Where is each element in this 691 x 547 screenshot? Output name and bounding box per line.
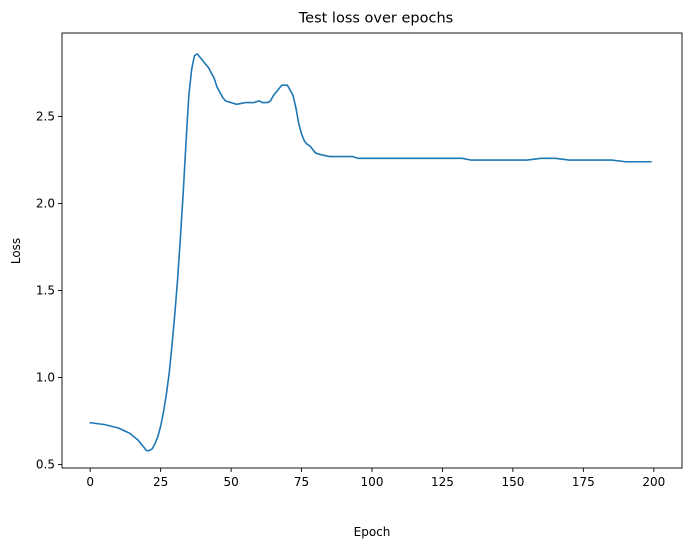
x-axis: 0 25 50 75 100 125 150 175 200	[86, 468, 665, 489]
x-tick-label: 200	[642, 475, 665, 489]
plot-frame	[61, 32, 683, 469]
y-tick-label: 0.5	[36, 458, 55, 472]
x-tick-label: 75	[294, 475, 309, 489]
x-tick-label: 0	[86, 475, 94, 489]
y-tick-label: 2.0	[36, 197, 55, 211]
y-tick-label: 2.5	[36, 110, 55, 124]
series-line-test-loss	[89, 53, 652, 452]
chart-title: Test loss over epochs	[298, 11, 453, 27]
x-tick-label: 125	[431, 475, 454, 489]
y-tick-label: 1.5	[36, 284, 55, 298]
x-tick-label: 175	[572, 475, 595, 489]
x-tick-label: 25	[153, 475, 168, 489]
x-tick-label: 50	[223, 475, 238, 489]
y-tick-label: 1.0	[36, 371, 55, 385]
y-axis-label: Loss	[9, 238, 23, 264]
y-axis: 0.5 1.0 1.5 2.0 2.5	[36, 110, 62, 472]
x-tick-label: 100	[361, 475, 384, 489]
x-tick-label: 150	[501, 475, 524, 489]
x-axis-label: Epoch	[354, 525, 391, 539]
